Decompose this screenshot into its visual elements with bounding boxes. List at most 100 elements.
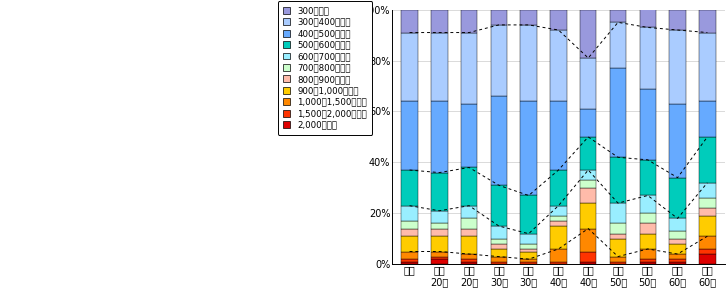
- Bar: [431, 224, 448, 229]
- Bar: [431, 259, 448, 264]
- Bar: [461, 104, 478, 168]
- Bar: [669, 178, 686, 218]
- Bar: [431, 10, 448, 32]
- Bar: [699, 137, 716, 183]
- Bar: [401, 32, 418, 101]
- Bar: [640, 249, 656, 259]
- Bar: [640, 195, 656, 213]
- Bar: [491, 239, 507, 244]
- Bar: [401, 251, 418, 259]
- Bar: [669, 244, 686, 254]
- Bar: [580, 109, 596, 137]
- Bar: [610, 234, 626, 239]
- Bar: [431, 236, 448, 251]
- Bar: [640, 213, 656, 224]
- Bar: [550, 30, 566, 101]
- Bar: [461, 32, 478, 104]
- Bar: [521, 244, 537, 249]
- Bar: [491, 262, 507, 264]
- Bar: [580, 251, 596, 262]
- Bar: [431, 229, 448, 236]
- Bar: [640, 160, 656, 195]
- Bar: [521, 195, 537, 234]
- Bar: [610, 157, 626, 203]
- Bar: [669, 259, 686, 262]
- Bar: [521, 262, 537, 264]
- Bar: [461, 206, 478, 218]
- Bar: [640, 259, 656, 262]
- Bar: [669, 104, 686, 178]
- Bar: [640, 224, 656, 234]
- Bar: [610, 203, 626, 224]
- Bar: [491, 10, 507, 25]
- Bar: [521, 249, 537, 251]
- Bar: [699, 216, 716, 236]
- Bar: [699, 183, 716, 198]
- Bar: [431, 101, 448, 173]
- Bar: [669, 218, 686, 231]
- Bar: [640, 5, 656, 28]
- Bar: [491, 185, 507, 226]
- Legend: 300円未満, 300～400円未満, 400～500円未満, 500～600円未満, 600～700円未満, 700～800円未満, 800～900円未満, : 300円未満, 300～400円未満, 400～500円未満, 500～600円…: [277, 1, 372, 135]
- Bar: [640, 234, 656, 249]
- Bar: [669, 30, 686, 104]
- Bar: [461, 168, 478, 206]
- Bar: [401, 221, 418, 229]
- Bar: [521, 25, 537, 101]
- Bar: [461, 229, 478, 236]
- Bar: [401, 229, 418, 236]
- Bar: [550, 221, 566, 226]
- Bar: [610, 22, 626, 68]
- Bar: [699, 198, 716, 208]
- Bar: [580, 203, 596, 229]
- Bar: [550, 170, 566, 206]
- Bar: [521, 234, 537, 244]
- Bar: [431, 32, 448, 101]
- Bar: [550, 216, 566, 221]
- Bar: [431, 257, 448, 259]
- Bar: [401, 262, 418, 264]
- Bar: [669, 239, 686, 244]
- Bar: [461, 259, 478, 262]
- Bar: [401, 10, 418, 32]
- Bar: [550, 10, 566, 30]
- Bar: [461, 236, 478, 254]
- Bar: [491, 257, 507, 262]
- Bar: [491, 96, 507, 185]
- Bar: [401, 101, 418, 170]
- Bar: [640, 262, 656, 264]
- Bar: [491, 249, 507, 257]
- Bar: [521, 259, 537, 262]
- Bar: [669, 262, 686, 264]
- Bar: [610, 68, 626, 157]
- Bar: [699, 32, 716, 101]
- Bar: [521, 101, 537, 195]
- Bar: [580, 170, 596, 180]
- Bar: [580, 58, 596, 109]
- Bar: [550, 226, 566, 249]
- Bar: [431, 211, 448, 224]
- Bar: [491, 25, 507, 96]
- Bar: [699, 236, 716, 249]
- Bar: [491, 226, 507, 239]
- Bar: [699, 10, 716, 32]
- Bar: [521, 251, 537, 259]
- Bar: [699, 101, 716, 137]
- Bar: [669, 231, 686, 239]
- Bar: [699, 208, 716, 216]
- Bar: [461, 254, 478, 259]
- Bar: [610, 257, 626, 262]
- Bar: [669, 254, 686, 259]
- Bar: [491, 244, 507, 249]
- Bar: [610, 10, 626, 22]
- Bar: [461, 262, 478, 264]
- Bar: [401, 236, 418, 251]
- Bar: [669, 10, 686, 30]
- Bar: [610, 262, 626, 264]
- Bar: [550, 206, 566, 216]
- Bar: [699, 254, 716, 264]
- Bar: [580, 262, 596, 264]
- Bar: [521, 10, 537, 25]
- Bar: [580, 229, 596, 251]
- Bar: [580, 180, 596, 188]
